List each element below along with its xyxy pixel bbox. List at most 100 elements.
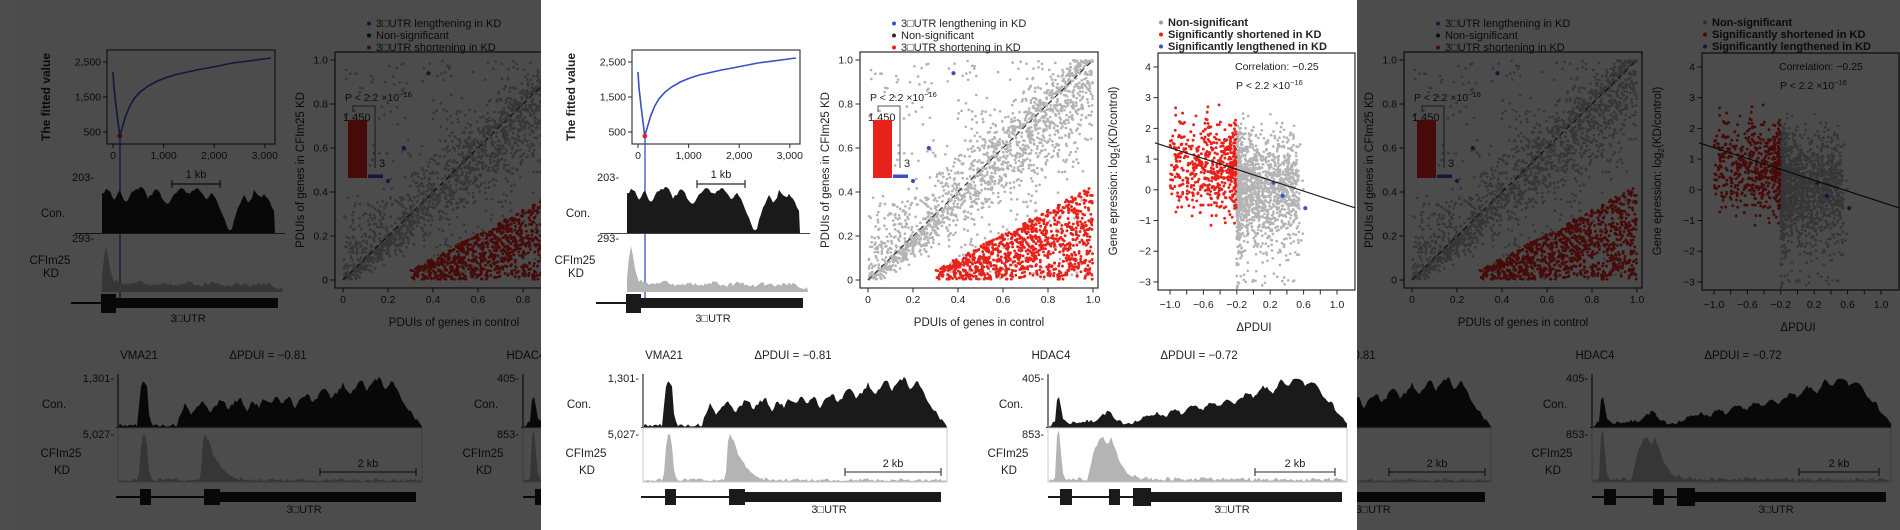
hdac4-delta-pdui: ΔPDUI = −0.72 [1704,350,1781,362]
con-track-label: Con. [566,208,590,220]
tick-label: 0.6 [1382,143,1397,155]
tick-label: 0.2 [1807,299,1822,311]
hdac4-utr-label: 3□UTR [1214,504,1249,516]
legend-label-lengthened: 3□UTR lengthening in KD [1445,18,1570,30]
tick-label: −2 [1683,246,1695,258]
tick-label: 0 [1145,184,1151,196]
tick-label: 1.0 [313,55,328,67]
hdac4-con-max: 405- [1566,373,1588,385]
carousel-slide-left[interactable]: The fitted value 0 1,000 2,000 3,000 2,500 1,… [0,0,541,530]
inset-bracket [877,105,901,168]
tick-label: 0.4 [313,187,328,199]
hdac4-kd-label-line1: CFIm25 [1532,448,1573,460]
pdui-axis-ticks: 0 0.2 0.4 0.6 0.8 1.0 1.0 0.8 0.6 0.4 0.2 0 [838,55,1100,307]
tick-label: 1.0 [1086,294,1101,306]
vma21-track-panel: VMA21 ΔPDUI = −0.81 1,301- Con. 5,027- C… [41,350,423,516]
tick-label: 0.4 [426,294,441,306]
legend-label-nonsig: Non-significant [376,30,449,42]
hdac4-con-histogram [524,397,541,427]
coverage-area [524,397,541,427]
coverage-area [644,376,947,427]
legend-label-shortened2: Significantly shortened in KD [1712,29,1865,41]
tick-label: −2 [1139,246,1151,258]
tick-label: 0 [1689,184,1695,196]
inset-bracket [1421,105,1445,168]
vma21-kd-max: 5,027- [608,429,640,441]
figure-holder: The fitted value 0 1,000 2,000 3,000 2,500 1,… [541,0,1357,530]
hdac4-delta-pdui: ΔPDUI = −0.72 [1160,350,1237,362]
legend-dot-nonsig2-icon [1159,20,1163,25]
pdui-scatter-points [867,59,1095,281]
carousel-slide-center: The fitted value 0 1,000 2,000 3,000 2,500 1,… [541,0,1357,530]
legend-label-shortened: 3□UTR shortening in KD [376,42,496,54]
dimmed-figure-left: The fitted value 0 1,000 2,000 3,000 2,500 1,… [16,0,541,530]
dimmed-figure-right: The fitted value 01,0002,0003,0002,5001,… [1357,0,1900,530]
legend-dot-shortened-icon [892,45,896,50]
vma21-gene-model [116,489,416,505]
scientific-figure: The fitted value 01,0002,0003,0002,5001,… [1357,0,1900,530]
tick-label: 0.8 [1041,294,1056,306]
regression-trend-line [1698,142,1900,209]
hdac4-kd-histogram [524,430,541,482]
tick-label: −0.2 [1226,299,1247,311]
legend-label-lengthened2: Significantly lengthened in KD [1712,41,1871,53]
con-track-label: Con. [41,208,65,220]
vma21-kd-histogram [119,433,421,482]
pdui-xlabel: PDUIs of genes in control [914,317,1044,329]
vma21-con-label: Con. [42,399,66,411]
tick-label: −0.2 [1770,299,1791,311]
hdac4-kd-max: 853- [1022,429,1044,441]
tick-label: 0.6 [838,143,853,155]
legend-dot-nonsig-icon [1436,33,1440,38]
coverage-area [627,187,800,233]
hdac4-scale-bar-label: 2 kb [1285,458,1306,470]
expression-scatter-points [1168,103,1308,290]
kd-track-label-line1: CFIm25 [555,255,596,267]
tick-label: 0 [322,275,328,287]
inset-pvalue: P < 2.2 ×10−16 [870,90,937,104]
lengthened-points [910,71,956,184]
hdac4-scale-bar-2kb: 2 kb [1254,458,1336,476]
fitted-curve [637,57,797,139]
tick-label: 0.4 [1382,187,1397,199]
expression-scatter-panel: Non-significant Significantly shortened … [1652,17,1900,334]
con-coverage-histogram [627,187,800,233]
tick-label: 0.2 [838,231,853,243]
tick-label: 2,500 [75,57,101,69]
legend-dot-nonsig-icon [367,33,371,38]
inset-bar2-value: 3 [1448,158,1454,170]
vma21-scale-bar-label: 2 kb [883,458,904,470]
utr-label-top: 3□UTR [170,313,205,325]
regression-trend-line [1154,142,1356,209]
vma21-scale-bar-2kb: 2 kb [319,458,417,476]
pdui-inset-barchart: P < 2.2 ×10−16 1,450 3 [1412,90,1481,178]
scale-bar-1kb-label: 1 kb [186,169,207,181]
pdui-plot-box [334,51,541,289]
carousel-slide-right[interactable]: The fitted value 01,0002,0003,0002,5001,… [1357,0,1900,530]
tick-label: −1 [1683,215,1695,227]
tick-label: 0 [847,275,853,287]
coverage-area [1357,376,1491,427]
coverage-panel-top: 203- Con. 293- CFIm25 KD 1 kb [555,169,810,325]
tick-label: 0 [110,150,116,162]
legend-dot-shortened-icon [1436,45,1440,50]
kd-coverage-histogram [627,246,808,292]
fitted-value-plot: The fitted value 0 1,000 2,000 3,000 2,500 1,… [39,49,278,308]
tick-label: 1 [1689,154,1695,166]
vma21-con-max: 1,301- [608,373,640,385]
tick-label: −1.0 [1704,299,1725,311]
con-max-label: 203- [72,172,94,184]
hdac4-con-label: Con. [1543,399,1567,411]
tick-label: −3 [1139,276,1151,288]
identity-diagonal-line [1411,59,1638,281]
inset-bar-shortened [873,120,892,178]
expression-ylabel: Gene epression: log2(KD/control) [1108,86,1122,255]
expression-ylabel: Gene epression: log2(KD/control) [1652,86,1666,255]
vma21-delta-pdui: ΔPDUI = −0.81 [1357,350,1376,362]
tick-label: 0.4 [1495,294,1510,306]
kd-track-label-line2: KD [568,268,584,280]
tick-label: 1,500 [600,92,626,104]
expression-legend: Non-significant Significantly shortened … [1703,17,1871,53]
fitted-ylabel: The fitted value [39,53,53,141]
tick-label: 0 [340,294,346,306]
